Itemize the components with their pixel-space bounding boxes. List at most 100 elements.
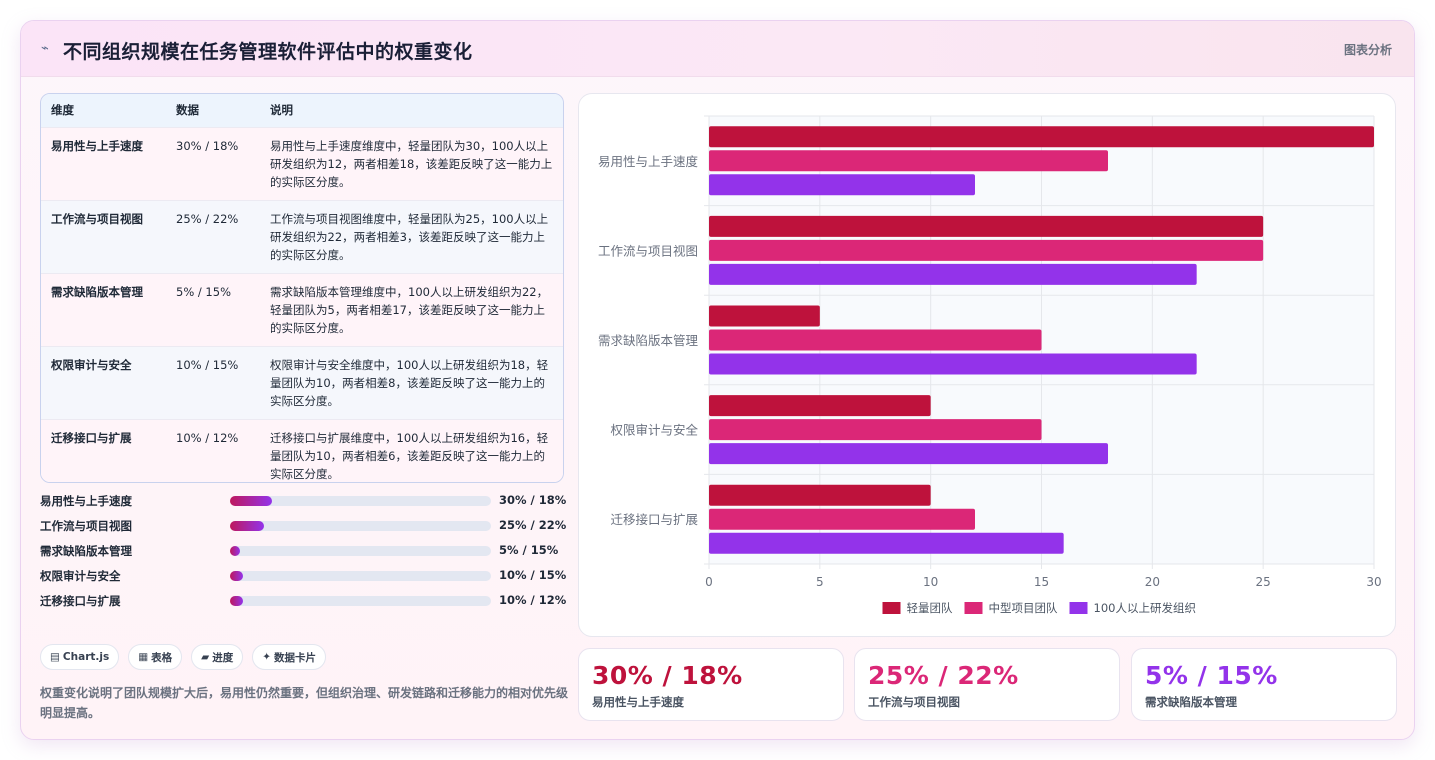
progress-icon: ▰ [201, 651, 210, 663]
row-description: 权限审计与安全维度中，100人以上研发组织为18，轻量团队为10，两者相差8，该… [270, 357, 549, 408]
stat-card: 30% / 18% 易用性与上手速度 [578, 648, 844, 721]
page-title: 不同组织规模在任务管理软件评估中的权重变化 [63, 41, 473, 63]
row-value: 5% / 15% [176, 284, 231, 299]
progress-fill [230, 546, 241, 556]
legend-swatch [882, 602, 901, 614]
row-dimension: 易用性与上手速度 [51, 138, 143, 153]
x-tick-label: 0 [705, 575, 713, 589]
chip-datacard[interactable]: ✦ 数据卡片 [252, 644, 327, 670]
chip-label: 表格 [151, 651, 173, 664]
progress-label: 易用性与上手速度 [40, 494, 132, 508]
stat-value: 5% / 15% [1145, 661, 1278, 690]
datacard-icon: ✦ [262, 651, 272, 663]
row-dimension: 工作流与项目视图 [51, 211, 143, 226]
row-value: 30% / 18% [176, 138, 239, 153]
progress-fill [230, 521, 264, 531]
summary-note: 权重变化说明了团队规模扩大后，易用性仍然重要，但组织治理、研发链路和迁移能力的相… [40, 686, 569, 720]
y-category-label: 权限审计与安全 [610, 423, 698, 438]
bar-chart-card: 0 5 10 15 20 25 30 易用性与上手速度 工作流与项目视图 需求缺陷版本管理 权限审计… [578, 93, 1396, 637]
chip-label: Chart.js [62, 651, 110, 663]
table-row: 需求缺陷版本管理 5% / 15% 需求缺陷版本管理维度中，100人以上研发组织… [41, 273, 563, 346]
row-value: 25% / 22% [176, 211, 239, 226]
progress-fill [230, 571, 244, 581]
chart-analysis-tag: 图表分析 [1343, 43, 1392, 57]
progress-fill [230, 496, 272, 506]
bar [709, 484, 931, 506]
bar [709, 239, 1264, 261]
column-header-data: 数据 [176, 103, 199, 118]
row-description: 需求缺陷版本管理维度中，100人以上研发组织为22，轻量团队为5，两者相差17，… [270, 284, 549, 335]
progress-track [230, 571, 491, 581]
table-row: 迁移接口与扩展 10% / 12% 迁移接口与扩展维度中，100人以上研发组织为… [41, 419, 563, 482]
stat-label: 工作流与项目视图 [868, 695, 960, 709]
progress-label: 工作流与项目视图 [40, 519, 132, 533]
y-category-label: 需求缺陷版本管理 [598, 333, 699, 348]
row-dimension: 需求缺陷版本管理 [51, 284, 143, 299]
chip-table[interactable]: ▦ 表格 [128, 644, 183, 670]
progress-row: 需求缺陷版本管理 5% / 15% [40, 543, 570, 568]
chip-label: 数据卡片 [274, 651, 317, 664]
progress-value: 10% / 12% [499, 593, 567, 607]
table-row: 易用性与上手速度 30% / 18% 易用性与上手速度维度中，轻量团队为30，1… [41, 127, 563, 200]
x-tick-label: 20 [1145, 575, 1160, 589]
bar [709, 329, 1042, 351]
legend-label: 轻量团队 [907, 601, 953, 615]
bar [709, 353, 1197, 375]
table-header-row: 维度 数据 说明 [41, 94, 563, 127]
y-category-label: 工作流与项目视图 [598, 243, 698, 258]
legend-label: 100人以上研发组织 [1094, 601, 1196, 615]
progress-row: 易用性与上手速度 30% / 18% [40, 493, 570, 518]
progress-track [230, 496, 491, 506]
table-icon: ▦ [138, 651, 149, 663]
progress-label: 迁移接口与扩展 [40, 594, 121, 608]
bar [709, 215, 1264, 237]
chart-icon: ⌁ [41, 41, 49, 56]
bar-chart: 0 5 10 15 20 25 30 易用性与上手速度工作流与项目视图需求缺陷版本管理权限审计… [598, 115, 1382, 615]
bar [709, 508, 975, 530]
row-value: 10% / 15% [176, 357, 239, 372]
column-header-description: 说明 [270, 103, 293, 118]
chip-label: 进度 [212, 651, 234, 664]
progress-value: 10% / 15% [499, 568, 567, 582]
progress-track [230, 546, 491, 556]
progress-track [230, 596, 491, 606]
legend-label: 中型项目团队 [989, 601, 1058, 615]
x-tick-label: 5 [816, 575, 824, 589]
x-tick-label: 25 [1256, 575, 1271, 589]
progress-row: 权限审计与安全 10% / 15% [40, 568, 570, 593]
stat-label: 需求缺陷版本管理 [1145, 695, 1237, 709]
x-tick-label: 10 [923, 575, 938, 589]
bar [709, 263, 1197, 285]
progress-track [230, 521, 491, 531]
table-row: 权限审计与安全 10% / 15% 权限审计与安全维度中，100人以上研发组织为… [41, 346, 563, 419]
x-tick-label: 15 [1034, 575, 1049, 589]
data-table: 维度 数据 说明 易用性与上手速度 30% / 18% 易用性与上手速度维度中，… [40, 93, 564, 483]
progress-fill [230, 596, 244, 606]
bar [709, 443, 1108, 465]
bar [709, 305, 820, 327]
stat-value: 25% / 22% [868, 661, 1019, 690]
chip-chartjs[interactable]: ▤ Chart.js [40, 644, 120, 670]
legend-swatch [964, 602, 983, 614]
dashboard-card: ⌁ 不同组织规模在任务管理软件评估中的权重变化 图表分析 维度 数据 说明 易用… [20, 20, 1415, 740]
progress-label: 需求缺陷版本管理 [40, 544, 132, 558]
chartjs-icon: ▤ [50, 651, 60, 663]
row-description: 工作流与项目视图维度中，轻量团队为25，100人以上研发组织为22，两者相差3，… [270, 211, 549, 262]
stat-value: 30% / 18% [592, 661, 743, 690]
column-header-dimension: 维度 [51, 103, 74, 118]
stat-card: 5% / 15% 需求缺陷版本管理 [1131, 648, 1397, 721]
progress-label: 权限审计与安全 [40, 569, 121, 583]
chip-progress[interactable]: ▰ 进度 [191, 644, 244, 670]
progress-value: 5% / 15% [499, 543, 559, 557]
progress-row: 迁移接口与扩展 10% / 12% [40, 593, 570, 618]
bar [709, 150, 1108, 172]
progress-list: 易用性与上手速度 30% / 18% 工作流与项目视图 25% / 22% 需求… [40, 493, 570, 618]
row-dimension: 权限审计与安全 [51, 357, 132, 372]
progress-row: 工作流与项目视图 25% / 22% [40, 518, 570, 543]
y-category-label: 迁移接口与扩展 [610, 512, 698, 527]
y-category-label: 易用性与上手速度 [598, 154, 699, 169]
table-row: 工作流与项目视图 25% / 22% 工作流与项目视图维度中，轻量团队为25，1… [41, 200, 563, 273]
header: ⌁ 不同组织规模在任务管理软件评估中的权重变化 图表分析 [21, 21, 1414, 77]
bar [709, 174, 975, 196]
bar [709, 419, 1042, 441]
